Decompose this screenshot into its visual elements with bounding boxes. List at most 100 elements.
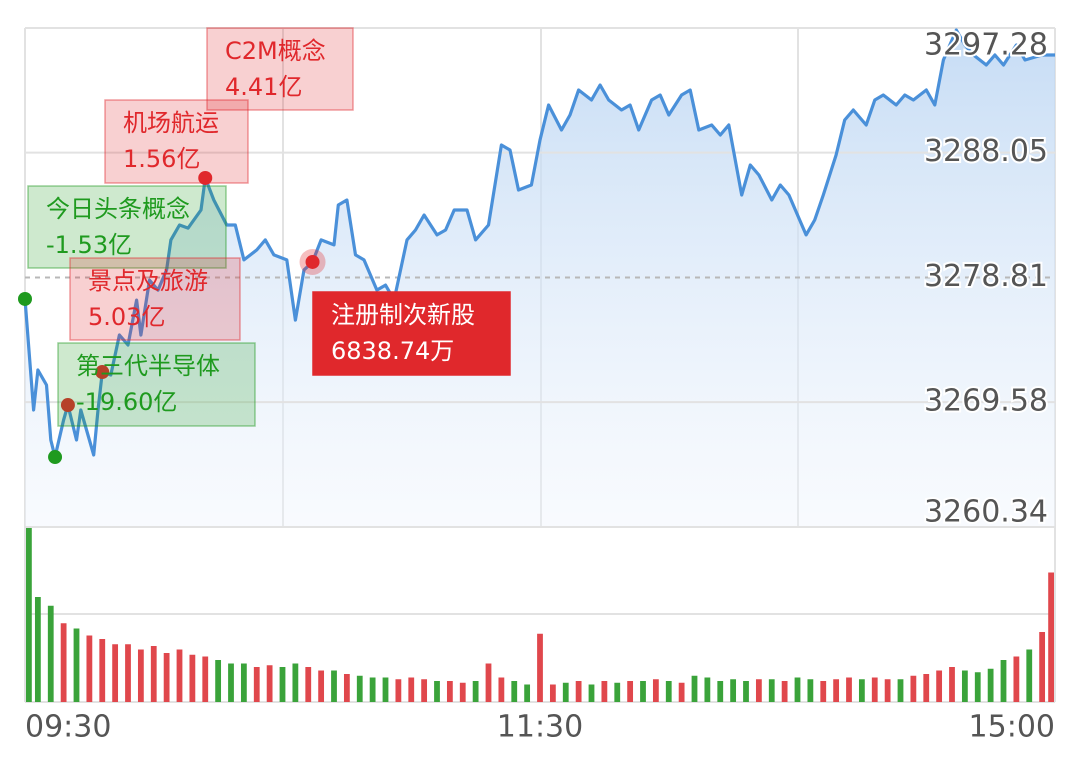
y-tick-label: 3269.58 bbox=[924, 384, 1048, 419]
volume-bar bbox=[949, 667, 955, 702]
volume-bar bbox=[678, 682, 685, 702]
y-tick-label: 3278.81 bbox=[924, 259, 1048, 294]
volume-bar bbox=[485, 663, 492, 702]
annotation: 景点及旅游 5.03亿 bbox=[69, 257, 241, 380]
y-tick-label: 3297.28 bbox=[924, 28, 1048, 63]
volume-bar bbox=[537, 633, 543, 702]
volume-bar bbox=[266, 665, 273, 702]
volume-bar bbox=[923, 674, 930, 702]
volume-bar bbox=[755, 679, 762, 702]
volume-bar bbox=[1039, 632, 1046, 702]
volume-bar bbox=[601, 681, 608, 702]
volume-bar bbox=[472, 681, 479, 702]
annotation-amount: 5.03亿 bbox=[88, 303, 165, 331]
volume-bar bbox=[369, 677, 376, 702]
volume-bar bbox=[1013, 656, 1020, 702]
volume-bar bbox=[974, 672, 981, 702]
annotation: C2M概念 4.41亿 bbox=[60, 27, 354, 413]
volume-bar bbox=[820, 681, 827, 702]
volume-bar bbox=[459, 682, 466, 702]
volume-bar bbox=[743, 681, 749, 702]
volume-bar bbox=[60, 623, 67, 702]
volume-bar bbox=[305, 667, 312, 702]
y-tick-label: 3260.34 bbox=[924, 495, 1048, 530]
volume-bar bbox=[511, 681, 518, 702]
y-tick-label: 3288.05 bbox=[924, 134, 1048, 169]
annotation-dot bbox=[198, 170, 213, 185]
volume-bar bbox=[1026, 649, 1033, 702]
volume-bar bbox=[408, 677, 415, 702]
volume-bar bbox=[910, 675, 917, 702]
volume-bar bbox=[691, 675, 698, 702]
volume-bar bbox=[382, 677, 389, 702]
volume-bar bbox=[240, 663, 247, 702]
volume-bar bbox=[730, 679, 737, 702]
annotation-box bbox=[104, 99, 249, 184]
volume-bar bbox=[73, 628, 80, 702]
annotation-amount: 6838.74万 bbox=[331, 337, 454, 365]
volume-bar bbox=[34, 597, 41, 702]
volume-bar bbox=[961, 670, 968, 702]
volume-bar bbox=[665, 681, 672, 702]
volume-bar bbox=[421, 679, 428, 702]
annotation: 注册制次新股 6838.74万 bbox=[299, 248, 511, 376]
volume-bar bbox=[215, 660, 222, 702]
volume-bar bbox=[26, 527, 32, 702]
volume-bar bbox=[781, 681, 788, 702]
x-tick-label: 11:30 bbox=[497, 710, 583, 745]
volume-bar bbox=[202, 656, 209, 702]
volume-bar bbox=[112, 644, 119, 702]
annotation-name: 第三代半导体 bbox=[76, 352, 220, 380]
annotation-name: 机场航运 bbox=[123, 109, 219, 137]
annotation-dot bbox=[18, 291, 32, 306]
volume-bar bbox=[897, 679, 904, 702]
annotation-name: 注册制次新股 bbox=[331, 301, 475, 329]
annotation: 机场航运 1.56亿 bbox=[104, 99, 249, 185]
volume-bar bbox=[1048, 572, 1054, 702]
annotation-box bbox=[206, 27, 354, 111]
volume-bar bbox=[549, 684, 556, 702]
volume-bar bbox=[846, 677, 852, 702]
volume-bar bbox=[717, 681, 724, 702]
volume-bar bbox=[331, 670, 337, 702]
volume-bar bbox=[704, 677, 711, 702]
volume-bar bbox=[446, 681, 453, 702]
volume-bar bbox=[858, 679, 865, 702]
annotation: 今日头条概念 -1.53亿 bbox=[18, 185, 227, 306]
annotation: 第三代半导体 -19.60亿 bbox=[48, 342, 256, 465]
annotation-box bbox=[69, 257, 241, 341]
volume-bar bbox=[189, 654, 196, 702]
annotation-box bbox=[27, 185, 227, 269]
volume-bar bbox=[395, 679, 402, 702]
volume-bar bbox=[871, 677, 878, 702]
annotation-dot bbox=[48, 450, 63, 465]
volume-bar bbox=[137, 649, 144, 702]
volume-bar bbox=[640, 681, 646, 702]
volume-bar bbox=[884, 679, 891, 702]
volume-bar bbox=[434, 681, 440, 702]
annotation-amount: -1.53亿 bbox=[46, 231, 132, 259]
volume-bar bbox=[99, 639, 106, 702]
volume-bar bbox=[588, 684, 595, 702]
volume-bar bbox=[279, 667, 286, 702]
annotation-name: 今日头条概念 bbox=[46, 195, 190, 223]
volume-bar bbox=[86, 635, 93, 702]
volume-bar bbox=[936, 670, 943, 702]
volume-bar bbox=[833, 679, 840, 702]
annotation-box bbox=[57, 342, 256, 427]
annotation-name: C2M概念 bbox=[225, 37, 326, 65]
volume-bar bbox=[652, 679, 659, 702]
volume-bar bbox=[614, 682, 621, 702]
annotation-name: 景点及旅游 bbox=[88, 267, 208, 295]
annotation-dot bbox=[95, 365, 110, 380]
annotation-box bbox=[312, 291, 511, 376]
volume-bar bbox=[343, 674, 350, 702]
volume-bar bbox=[498, 677, 505, 702]
volume-bar bbox=[318, 670, 325, 702]
volume-bar bbox=[176, 649, 183, 702]
volume-bar bbox=[562, 682, 569, 702]
volume-bar bbox=[228, 663, 234, 702]
volume-bar bbox=[150, 646, 157, 702]
volume-bar bbox=[292, 663, 299, 702]
